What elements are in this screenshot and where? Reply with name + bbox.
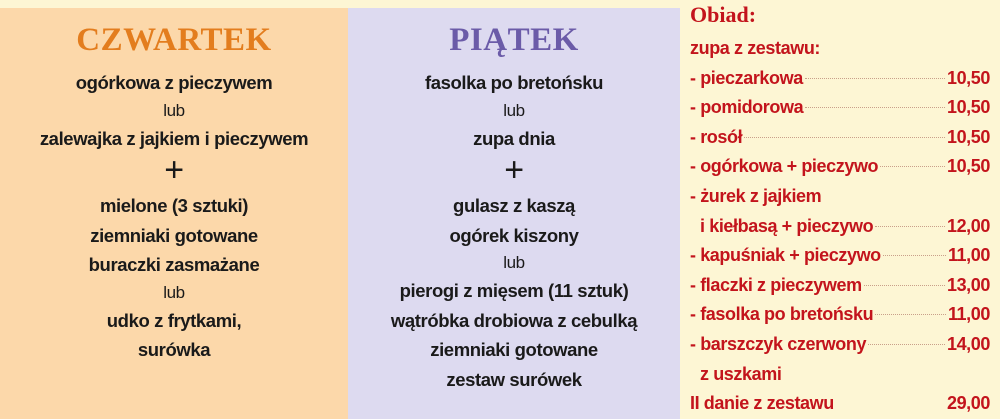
price-row: II danie z zestawu 29,00 <box>690 389 990 419</box>
friday-dishes: fasolka po bretońsku lub zupa dnia + gulasz … <box>348 68 680 394</box>
lunch-price-list: Obiad: zupa z zestawu: - pieczarkowa 10,50… <box>690 0 990 419</box>
dot-leader <box>863 284 945 286</box>
dot-leader <box>805 107 945 109</box>
dot-leader <box>804 77 945 79</box>
item-price: 12,00 <box>946 215 990 236</box>
thursday-title: CZWARTEK <box>76 22 272 58</box>
plus-separator: + <box>504 151 524 189</box>
dot-leader <box>868 343 945 345</box>
item-name: - barszczyk czerwony <box>690 333 867 354</box>
dish-line: pierogi z mięsem (11 sztuk) <box>399 280 629 301</box>
item-name: II danie z zestawu <box>690 393 834 414</box>
item-price: 11,00 <box>947 245 990 266</box>
price-row: - fasolka po bretońsku 11,00 <box>690 300 990 330</box>
dish-line: zalewajka z jajkiem i pieczywem <box>39 127 309 149</box>
dish-line: gulasz z kaszą <box>453 195 575 216</box>
item-price: 10,50 <box>946 156 990 177</box>
price-row: - kapuśniak + pieczywo 11,00 <box>690 241 990 271</box>
item-price: 11,00 <box>947 304 990 325</box>
or-separator: lub <box>503 100 525 120</box>
dish-line: surówka <box>137 339 211 360</box>
dish-line: wątróbka drobiowa z cebulką <box>390 309 638 331</box>
price-row: - żurek z jajkiem <box>690 182 990 212</box>
price-row: - pomidorowa 10,50 <box>690 93 990 123</box>
item-price: 13,00 <box>946 274 990 295</box>
item-name: - pomidorowa <box>690 97 804 118</box>
dot-leader <box>875 314 946 316</box>
price-row: z uszkami <box>690 360 990 390</box>
item-name: - żurek z jajkiem <box>690 185 822 206</box>
item-name: z uszkami <box>700 363 782 384</box>
lunch-heading: Obiad: <box>690 2 757 27</box>
dot-leader <box>880 166 945 168</box>
dot-leader <box>744 136 945 138</box>
dish-line: mielone (3 sztuki) <box>99 195 249 216</box>
item-name: - rosół <box>690 126 743 147</box>
plus-separator: + <box>164 151 184 189</box>
price-row: zupa z zestawu: <box>690 34 990 64</box>
dish-line: ogórkowa z pieczywem <box>75 72 273 93</box>
dish-line: buraczki zasmażane <box>88 254 260 275</box>
price-row: - barszczyk czerwony 14,00 <box>690 330 990 360</box>
item-name: - pieczarkowa <box>690 67 803 88</box>
dot-leader <box>875 225 945 227</box>
dish-line: ogórek kiszony <box>449 224 579 246</box>
price-row: i kiełbasą + pieczywo 12,00 <box>690 212 990 242</box>
item-name: zupa z zestawu: <box>690 38 821 58</box>
or-separator: lub <box>163 282 185 302</box>
price-row: - flaczki z pieczywem 13,00 <box>690 271 990 301</box>
thursday-panel: CZWARTEK ogórkowa z pieczywem lub zalewajk… <box>0 8 348 419</box>
item-price: 10,50 <box>946 97 990 118</box>
item-name: - fasolka po bretońsku <box>690 304 874 325</box>
friday-title: PIĄTEK <box>449 22 579 58</box>
price-row: - ogórkowa + pieczywo 10,50 <box>690 152 990 182</box>
item-name: - kapuśniak + pieczywo <box>690 245 881 266</box>
or-separator: lub <box>503 253 525 272</box>
item-name: - ogórkowa + pieczywo <box>690 156 879 177</box>
dish-line: zestaw surówek <box>446 368 582 390</box>
item-price: 10,50 <box>946 126 990 147</box>
price-row: - pieczarkowa 10,50 <box>690 64 990 94</box>
dot-leader <box>882 255 946 257</box>
dish-line: udko z frytkami, <box>106 309 242 331</box>
item-price: 10,50 <box>946 67 990 88</box>
dish-line: fasolka po bretońsku <box>424 72 604 93</box>
dish-line: ziemniaki gotowane <box>430 339 598 360</box>
friday-panel: PIĄTEK fasolka po bretońsku lub zupa dnia +… <box>348 8 680 419</box>
dish-line: zupa dnia <box>473 127 555 149</box>
item-name: i kiełbasą + pieczywo <box>700 215 874 236</box>
thursday-dishes: ogórkowa z pieczywem lub zalewajka z jajki… <box>0 68 348 365</box>
item-price: 29,00 <box>946 393 990 414</box>
or-separator: lub <box>163 100 185 120</box>
price-row: - rosół 10,50 <box>690 123 990 153</box>
item-price: 14,00 <box>946 333 990 354</box>
dish-line: ziemniaki gotowane <box>90 224 258 246</box>
item-name: - flaczki z pieczywem <box>690 274 862 295</box>
